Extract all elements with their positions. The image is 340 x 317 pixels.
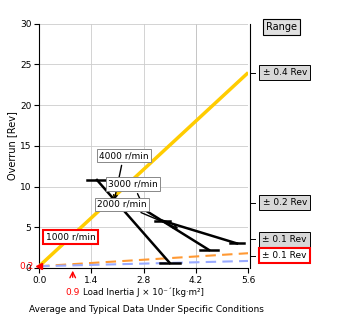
Text: 3000 r/min: 3000 r/min xyxy=(108,179,158,211)
Text: ± 0.1 Rev: ± 0.1 Rev xyxy=(262,235,307,244)
Text: 2000 r/min: 2000 r/min xyxy=(97,200,177,228)
Text: Range: Range xyxy=(266,22,297,32)
Text: 0.9: 0.9 xyxy=(66,288,80,297)
Text: ± 0.4 Rev: ± 0.4 Rev xyxy=(262,68,307,77)
X-axis label: Load Inertia J × 10⁻´[kg·m²]: Load Inertia J × 10⁻´[kg·m²] xyxy=(83,287,204,297)
Text: Average and Typical Data Under Specific Conditions: Average and Typical Data Under Specific … xyxy=(29,305,264,314)
Text: 4000 r/min: 4000 r/min xyxy=(99,151,149,198)
Y-axis label: Overrun [Rev]: Overrun [Rev] xyxy=(7,111,17,180)
Text: 1000 r/min: 1000 r/min xyxy=(46,232,96,242)
Text: ± 0.2 Rev: ± 0.2 Rev xyxy=(262,198,307,207)
Text: ± 0.1 Rev: ± 0.1 Rev xyxy=(262,251,307,260)
Text: 0.2: 0.2 xyxy=(19,262,34,271)
